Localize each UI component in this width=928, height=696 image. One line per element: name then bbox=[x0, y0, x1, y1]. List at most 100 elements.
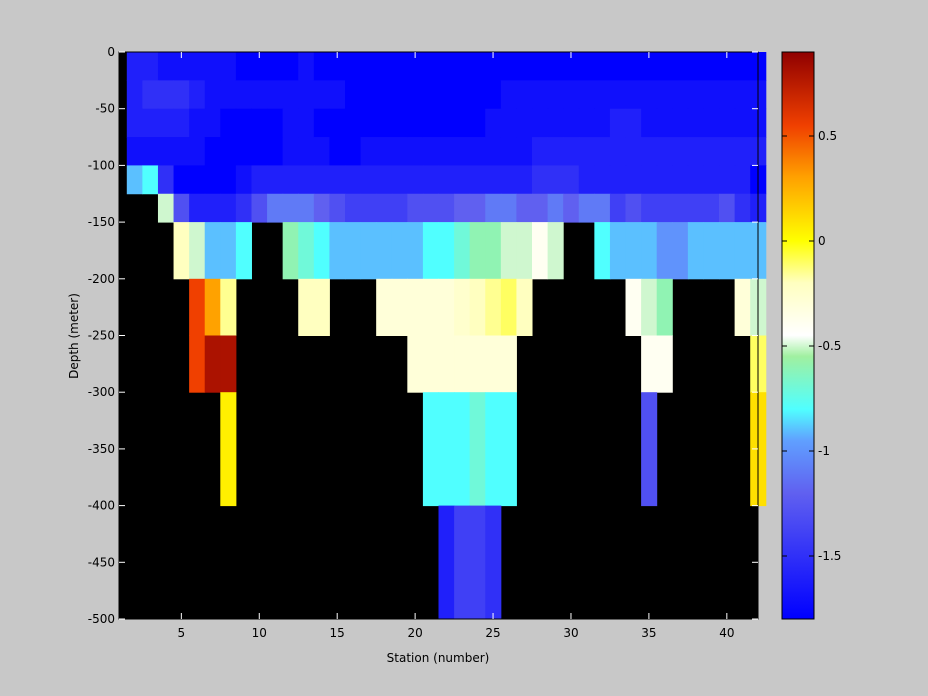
heatmap-cell bbox=[532, 165, 549, 195]
heatmap-cell bbox=[734, 80, 751, 110]
heatmap-cell bbox=[454, 137, 471, 166]
heatmap-cell bbox=[672, 165, 689, 195]
heatmap-cell bbox=[609, 222, 627, 280]
heatmap-cell bbox=[672, 137, 689, 166]
heatmap-cell bbox=[376, 278, 393, 336]
heatmap-cell bbox=[609, 193, 627, 223]
heatmap-cell bbox=[391, 52, 408, 81]
heatmap-cell bbox=[500, 193, 517, 223]
heatmap-cell bbox=[656, 52, 673, 81]
heatmap-cell bbox=[485, 165, 502, 195]
heatmap-cell bbox=[516, 222, 533, 280]
heatmap-cell bbox=[298, 193, 315, 223]
heatmap-cell bbox=[672, 193, 689, 223]
heatmap-cell bbox=[298, 108, 315, 138]
heatmap-cell bbox=[563, 108, 580, 138]
heatmap-cell bbox=[532, 193, 549, 223]
y-tick-label: -50 bbox=[95, 102, 115, 116]
heatmap-cell bbox=[594, 108, 611, 138]
heatmap-cell bbox=[298, 52, 315, 81]
heatmap-cell bbox=[469, 193, 486, 223]
heatmap-cell bbox=[157, 165, 175, 195]
heatmap-cell bbox=[578, 137, 595, 166]
heatmap-cell bbox=[235, 222, 252, 280]
heatmap-cell bbox=[719, 222, 736, 280]
heatmap-cell bbox=[391, 193, 408, 223]
heatmap-cell bbox=[734, 52, 751, 81]
y-tick-label: -200 bbox=[88, 272, 115, 286]
heatmap-cell bbox=[703, 222, 720, 280]
y-tick-label: -400 bbox=[88, 499, 115, 513]
heatmap-cell bbox=[485, 222, 502, 280]
heatmap-cell bbox=[422, 165, 439, 195]
heatmap-cell bbox=[454, 335, 471, 393]
heatmap-cell bbox=[500, 165, 517, 195]
heatmap-cell bbox=[641, 80, 658, 110]
colorbar-tick-label: -1.5 bbox=[818, 549, 841, 563]
y-tick-label: -250 bbox=[88, 329, 115, 343]
heatmap-cell bbox=[485, 392, 502, 507]
heatmap-cell bbox=[298, 80, 315, 110]
heatmap-cell bbox=[454, 193, 471, 223]
heatmap-cell bbox=[672, 222, 689, 280]
heatmap-cell bbox=[625, 108, 642, 138]
heatmap-cell bbox=[422, 108, 439, 138]
heatmap-cell bbox=[469, 222, 486, 280]
heatmap-cell bbox=[422, 137, 439, 166]
heatmap-cell bbox=[656, 193, 673, 223]
heatmap-cell bbox=[251, 165, 268, 195]
heatmap-cell bbox=[220, 52, 237, 81]
heatmap-cell bbox=[157, 80, 175, 110]
heatmap-cell bbox=[360, 193, 377, 223]
heatmap-cell bbox=[235, 52, 252, 81]
heatmap-cell bbox=[516, 193, 533, 223]
heatmap-cell bbox=[672, 108, 689, 138]
heatmap-cell bbox=[500, 52, 517, 81]
heatmap-cell bbox=[563, 80, 580, 110]
heatmap-cell bbox=[500, 80, 517, 110]
heatmap-cell bbox=[719, 137, 736, 166]
heatmap-cell bbox=[703, 165, 720, 195]
heatmap-cell bbox=[454, 52, 471, 81]
heatmap-cell bbox=[391, 278, 408, 336]
heatmap-cell bbox=[422, 335, 439, 393]
heatmap-cell bbox=[656, 137, 673, 166]
heatmap-cell bbox=[204, 335, 221, 393]
heatmap-cell bbox=[189, 222, 206, 280]
heatmap-cell bbox=[438, 335, 455, 393]
heatmap-cell bbox=[344, 222, 362, 280]
x-tick-label: 40 bbox=[719, 626, 734, 640]
heatmap-cell bbox=[422, 278, 439, 336]
heatmap-cell bbox=[609, 137, 627, 166]
heatmap-cell bbox=[454, 278, 471, 336]
heatmap-cell bbox=[469, 165, 486, 195]
heatmap-cell bbox=[625, 278, 642, 336]
heatmap-cell bbox=[485, 108, 502, 138]
colorbar-tick-label: -1 bbox=[818, 444, 830, 458]
heatmap-cell bbox=[298, 278, 315, 336]
heatmap-cell bbox=[641, 137, 658, 166]
heatmap-cell bbox=[329, 137, 346, 166]
heatmap-cell bbox=[126, 80, 143, 110]
heatmap-cell bbox=[563, 165, 580, 195]
y-tick-label: -500 bbox=[88, 612, 115, 626]
heatmap-cell bbox=[142, 52, 159, 81]
heatmap-cell bbox=[298, 137, 315, 166]
heatmap-cell bbox=[220, 108, 237, 138]
heatmap-cell bbox=[625, 222, 642, 280]
heatmap-cell bbox=[173, 222, 190, 280]
heatmap-cell bbox=[641, 52, 658, 81]
heatmap-cell bbox=[407, 137, 424, 166]
heatmap-cell bbox=[687, 165, 704, 195]
heatmap-cell bbox=[532, 222, 549, 280]
heatmap-cell bbox=[173, 137, 190, 166]
heatmap-cell bbox=[360, 222, 377, 280]
heatmap-cell bbox=[469, 108, 486, 138]
x-tick-label: 25 bbox=[485, 626, 500, 640]
heatmap-cell bbox=[547, 193, 564, 223]
heatmap-cell bbox=[594, 222, 611, 280]
heatmap-cell bbox=[719, 52, 736, 81]
heatmap-cell bbox=[641, 392, 658, 507]
heatmap-cell bbox=[220, 80, 237, 110]
heatmap-cell bbox=[703, 80, 720, 110]
